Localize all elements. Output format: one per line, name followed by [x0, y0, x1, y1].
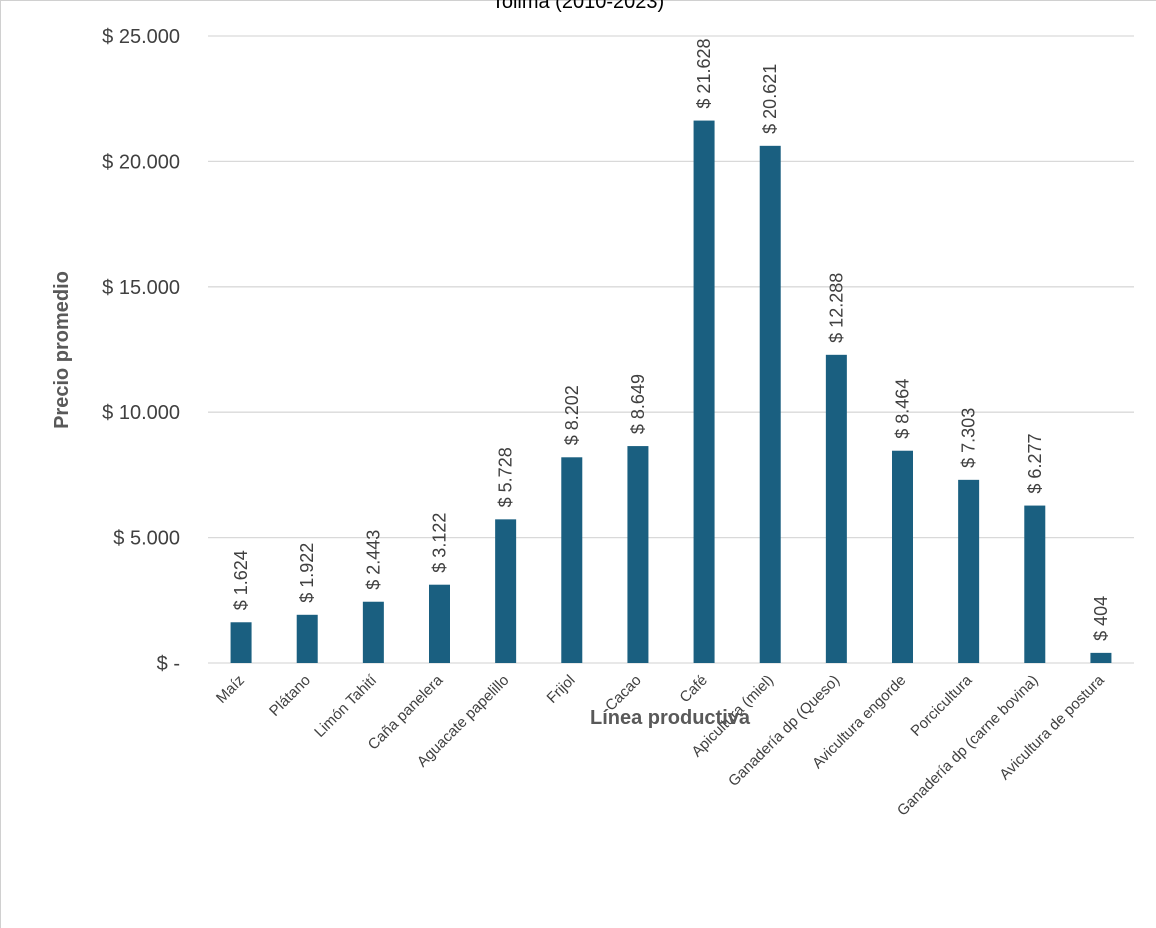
- data-label: $ 404: [1091, 596, 1111, 641]
- bar: [1090, 652, 1112, 663]
- data-labels: $ 1.624 $ 1.922 $ 2.443 $ 3.122 $ 5.728 $ 8.2…: [231, 38, 1111, 640]
- y-tick-label: $ 25.000: [102, 26, 180, 48]
- y-tick-label: $ 10.000: [102, 402, 180, 424]
- data-label: $ 7.303: [959, 408, 979, 468]
- data-label: $ 21.628: [694, 38, 714, 108]
- bar: [693, 120, 715, 663]
- y-tick-label: $ 15.000: [102, 277, 180, 299]
- x-tick-label: Plátano: [266, 672, 314, 720]
- bar: [429, 584, 450, 663]
- x-tick-label: Ganadería dp (Queso): [725, 672, 843, 790]
- bar: [362, 601, 384, 663]
- data-label: $ 8.464: [893, 379, 913, 439]
- data-label: $ 5.728: [496, 447, 516, 507]
- data-label: $ 3.122: [430, 513, 450, 573]
- data-label: $ 1.922: [297, 543, 317, 603]
- bar: [495, 519, 517, 663]
- y-tick-label: $ 5.000: [113, 528, 180, 550]
- bar: [759, 145, 781, 663]
- bar: [958, 479, 980, 663]
- bar: [296, 614, 318, 663]
- data-label: $ 1.624: [231, 550, 251, 610]
- bar: [627, 446, 649, 663]
- x-tick-label: Ganadería dp (carne bovina): [894, 672, 1042, 820]
- chart-title: Tolima (2010-2023): [492, 0, 664, 13]
- y-tick-label: $ 20.000: [102, 151, 180, 173]
- x-axis-title: Línea productiva: [590, 707, 751, 729]
- y-axis-ticks: $ - $ 5.000 $ 10.000 $ 15.000 $ 20.000 $ 25.0…: [102, 26, 180, 675]
- data-label: $ 12.288: [826, 273, 846, 343]
- x-tick-label: Frijol: [544, 672, 579, 707]
- gridlines: [208, 35, 1134, 664]
- bar: [1024, 505, 1046, 663]
- data-label: $ 20.621: [760, 64, 780, 134]
- bar: [892, 450, 913, 663]
- x-tick-label: Limón Tahití: [311, 671, 381, 741]
- data-label: $ 6.277: [1025, 434, 1045, 494]
- x-tick-label: Porcicultura: [907, 671, 975, 739]
- x-tick-label: Café: [676, 672, 710, 706]
- bar: [230, 622, 252, 663]
- y-axis-title: Precio promedio: [51, 271, 73, 429]
- data-label: $ 2.443: [363, 530, 383, 590]
- y-tick-label: $ -: [157, 653, 180, 675]
- bar: [825, 354, 847, 663]
- bar: [561, 457, 583, 663]
- bars: [230, 120, 1112, 663]
- data-label: $ 8.649: [628, 374, 648, 434]
- x-tick-label: Maíz: [213, 672, 248, 707]
- data-label: $ 8.202: [562, 385, 582, 445]
